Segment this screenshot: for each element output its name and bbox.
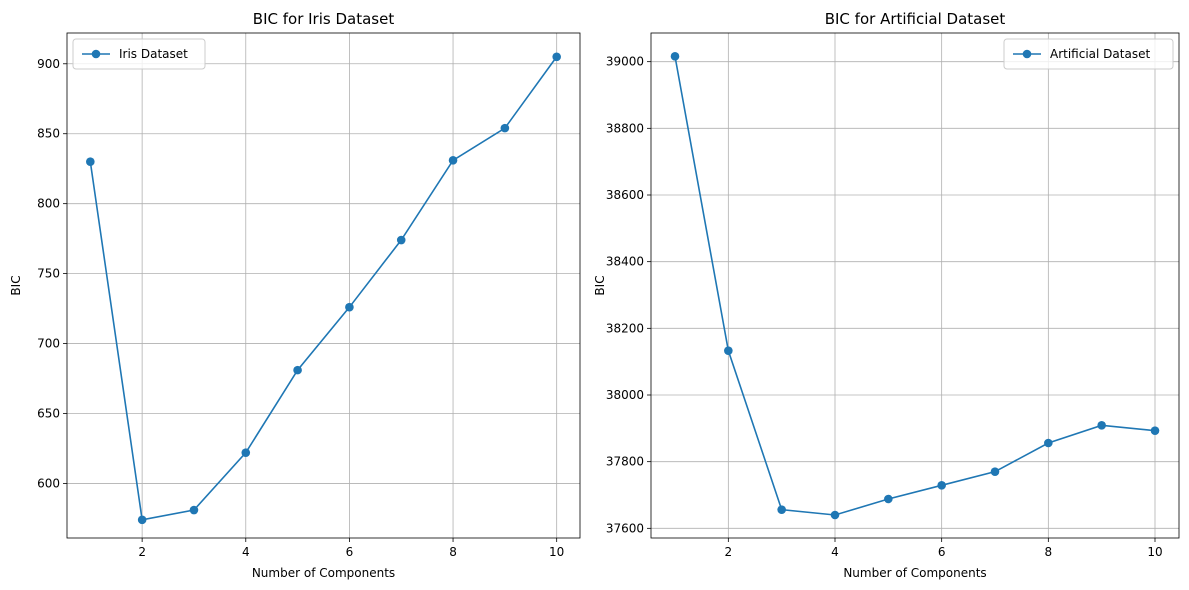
x-tick-label: 6 (938, 545, 946, 559)
y-tick-label: 38400 (606, 255, 644, 269)
y-tick-label: 600 (37, 476, 60, 490)
x-axis-label: Number of Components (252, 566, 395, 580)
y-tick-label: 38600 (606, 188, 644, 202)
chart-title: BIC for Iris Dataset (253, 10, 395, 28)
x-tick-label: 4 (242, 545, 250, 559)
chart-title: BIC for Artificial Dataset (825, 10, 1006, 28)
legend-box (1003, 38, 1174, 70)
chart-artificial: 2 4 6 8 10 37600 37800 38000 38200 38400 38600 3880… (593, 10, 1180, 580)
y-tick-label: 800 (37, 197, 60, 211)
legend: Iris Dataset (72, 38, 206, 70)
y-axis-label: BIC (593, 275, 607, 295)
y-tick-label: 850 (37, 127, 60, 141)
data-point (293, 365, 302, 375)
legend-label: Iris Dataset (119, 47, 188, 61)
data-point (448, 155, 458, 165)
y-tick-label: 38200 (606, 321, 644, 335)
data-point (777, 505, 786, 514)
data-point (990, 467, 1000, 476)
legend-marker (1022, 49, 1032, 59)
legend: Artificial Dataset (1003, 38, 1174, 70)
legend-box (72, 38, 206, 70)
data-point (552, 52, 561, 62)
data-point (345, 302, 354, 312)
data-point (670, 52, 680, 61)
x-tick-label: 6 (346, 545, 354, 559)
x-tick-label: 4 (831, 545, 839, 559)
y-tick-label: 900 (37, 57, 60, 71)
x-tick-label: 8 (449, 545, 457, 559)
y-tick-label: 37600 (606, 521, 644, 535)
x-tick-label: 10 (549, 545, 564, 559)
y-tick-label: 750 (37, 267, 60, 281)
x-tick-label: 8 (1045, 545, 1053, 559)
x-tick-label: 2 (138, 545, 146, 559)
legend-marker (91, 49, 101, 59)
data-point (241, 448, 251, 457)
y-tick-label: 700 (37, 337, 60, 351)
y-axis-label: BIC (9, 275, 23, 295)
data-point (1097, 421, 1106, 430)
series-line (89, 56, 558, 521)
y-tick-label: 39000 (606, 55, 644, 69)
data-point (830, 510, 840, 520)
axes-frame (66, 32, 581, 539)
data-point (189, 505, 199, 515)
data-point (1044, 438, 1053, 448)
series-line (674, 56, 1156, 516)
data-point (137, 515, 147, 525)
data-point (884, 494, 893, 504)
data-point (86, 157, 95, 166)
y-tick-label: 650 (37, 406, 60, 420)
y-tick-label: 38000 (606, 388, 644, 402)
legend-label: Artificial Dataset (1050, 47, 1150, 61)
data-point (1150, 426, 1160, 435)
data-point (500, 123, 510, 133)
data-point (724, 346, 733, 355)
x-tick-label: 10 (1147, 545, 1162, 559)
axes-frame (650, 32, 1180, 539)
y-tick-label: 37800 (606, 455, 644, 469)
x-axis-label: Number of Components (843, 566, 986, 580)
data-point (396, 235, 406, 245)
y-tick-label: 38800 (606, 121, 644, 135)
x-tick-label: 2 (725, 545, 733, 559)
chart-iris: 2 4 6 8 10 600 650 700 750 800 850 900 BIC for Iris … (9, 10, 581, 580)
data-point (937, 481, 946, 490)
